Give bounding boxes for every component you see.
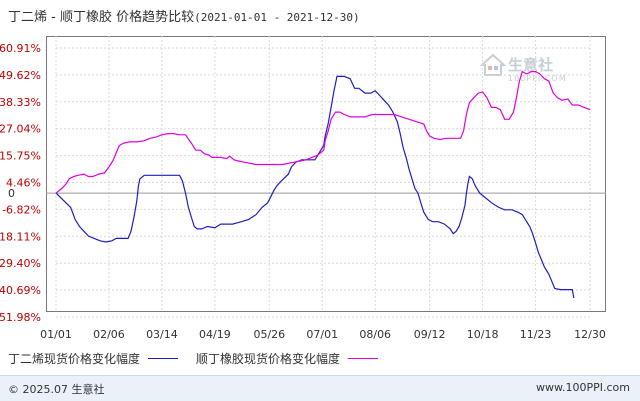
y-tick-label: -51.98% [0,311,41,324]
footer: © 2025.07 生意社 www.100PPI.com [0,375,640,401]
legend-item-rubber: 顺丁橡胶现货价格变化幅度 [196,350,379,367]
x-tick-label: 10/18 [467,328,499,340]
x-tick-label: 07/01 [306,328,338,340]
legend: 丁二烯现货价格变化幅度 顺丁橡胶现货价格变化幅度 [8,350,396,367]
chart-title-text: 丁二烯 - 顺丁橡胶 价格趋势比较 [8,10,195,25]
plot-area [46,36,606,312]
legend-item-butadiene: 丁二烯现货价格变化幅度 [8,350,179,367]
watermark-name: 生意社 [508,56,554,74]
x-tick-label: 09/12 [414,328,446,340]
legend-swatch-butadiene [148,358,179,359]
x-tick-label: 03/14 [146,328,178,340]
y-tick-label: 27.04% [0,123,41,136]
y-tick-label: -6.82% [2,203,41,216]
y-tick-label: -18.11% [0,230,41,243]
x-tick-label: 01/01 [40,328,72,340]
y-tick-label: -29.40% [0,257,41,270]
line-chart: 60.91% 49.62% 38.33% 27.04% 15.75% 4.46% -6.82… [0,36,606,340]
y-tick-label: 38.33% [0,96,41,109]
footer-url: www.100PPI.com [536,381,630,394]
footer-copyright: © 2025.07 生意社 [8,383,105,396]
x-tick-label: 12/30 [574,328,606,340]
legend-label-rubber: 顺丁橡胶现货价格变化幅度 [196,352,341,366]
legend-swatch-rubber [348,358,379,359]
series-line-butadiene [55,75,575,299]
y-tick-label: 4.46% [6,177,41,190]
legend-label-butadiene: 丁二烯现货价格变化幅度 [8,352,141,366]
x-tick-label: 08/06 [359,328,391,340]
date-range: (2021-01-01 - 2021-12-30) [194,11,360,24]
x-tick-label: 11/23 [520,328,552,340]
series-line-rubber [55,70,591,194]
x-tick-label: 02/06 [93,328,125,340]
y-tick-label: 60.91% [0,42,41,55]
y-tick-label: 49.62% [0,69,41,82]
x-tick-label: 04/19 [199,328,231,340]
watermark-url: 100PPI.COM [508,74,567,83]
zero-label: 0 [8,187,15,200]
chart-title: 丁二烯 - 顺丁橡胶 价格趋势比较(2021-01-01 - 2021-12-3… [8,6,360,25]
x-tick-label: 05/26 [253,328,285,340]
y-tick-label: 15.75% [0,150,41,163]
y-tick-label: -40.69% [0,284,41,297]
